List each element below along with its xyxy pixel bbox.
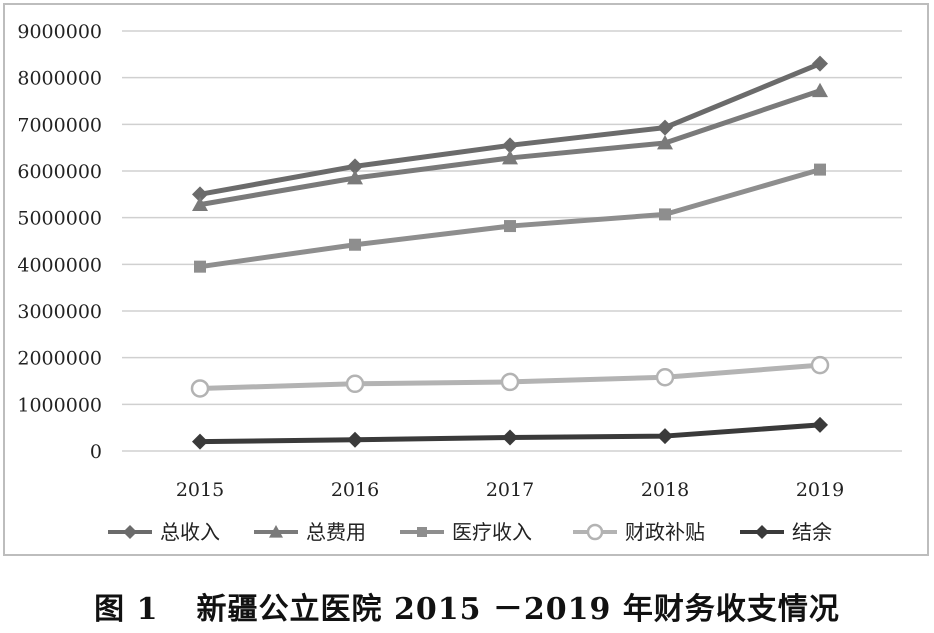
data-point: [347, 170, 363, 185]
line-chart: 0 1000000 2000000 3000000 4000000 5000000 6000…: [17, 21, 902, 544]
y-tick-label: 3000000: [17, 301, 102, 323]
figure-caption-text: 新疆公立医院 2015 －2019 年财务收支情况: [196, 592, 840, 627]
data-point: [502, 137, 518, 154]
data-point: [192, 196, 208, 211]
data-point: [417, 527, 427, 537]
data-point: [812, 416, 828, 433]
data-point: [814, 163, 826, 176]
legend-label: 总收入: [160, 520, 220, 544]
series-结余: [192, 416, 828, 450]
legend-item: 总费用: [254, 520, 366, 544]
x-tick-label: 2019: [796, 479, 844, 501]
data-point: [347, 158, 363, 175]
series-财政补贴: [190, 355, 830, 398]
legend-label: 财政补贴: [625, 520, 705, 544]
y-tick-label: 5000000: [17, 208, 102, 230]
series-总费用: [192, 82, 828, 211]
data-point: [504, 220, 516, 233]
data-point: [655, 368, 675, 387]
y-tick-label: 2000000: [17, 348, 102, 370]
data-point: [500, 372, 520, 392]
y-tick-label: 7000000: [17, 114, 102, 136]
data-point: [502, 429, 518, 446]
data-point: [812, 82, 828, 98]
data-point: [192, 186, 208, 203]
gridlines: [122, 30, 902, 452]
x-tick-label: 2018: [641, 479, 689, 501]
legend-label: 总费用: [306, 520, 366, 544]
legend-item: 财政补贴: [573, 520, 705, 544]
legend-label: 结余: [792, 520, 832, 544]
data-point: [812, 55, 828, 72]
data-point: [657, 119, 673, 136]
data-point: [192, 433, 208, 450]
series-总收入: [192, 55, 828, 203]
data-point: [190, 379, 210, 398]
legend-item: 总收入: [108, 520, 220, 544]
y-axis-ticks: 0 1000000 2000000 3000000 4000000 5000000 6000…: [17, 21, 102, 463]
legend: 总收入 总费用 医疗收入 财政补贴 结余: [108, 520, 832, 544]
data-point: [810, 355, 830, 375]
data-point: [349, 238, 361, 251]
y-tick-label: 4000000: [17, 254, 102, 276]
y-tick-label: 8000000: [17, 68, 102, 90]
series-医疗收入: [194, 163, 826, 273]
series-lines: [190, 55, 830, 450]
data-point: [347, 431, 363, 448]
data-point: [586, 523, 604, 541]
data-point: [657, 428, 673, 445]
y-tick-label: 1000000: [17, 394, 102, 416]
legend-item: 结余: [740, 520, 832, 544]
y-tick-label: 9000000: [17, 21, 102, 43]
series-line: [197, 61, 823, 197]
data-point: [345, 374, 365, 394]
legend-label: 医疗收入: [452, 520, 532, 544]
data-point: [755, 525, 769, 539]
data-point: [502, 149, 518, 165]
figure-number: 图 1: [94, 592, 159, 627]
data-point: [269, 525, 283, 538]
data-point: [659, 208, 671, 221]
y-tick-label: 0: [90, 441, 102, 463]
data-point: [123, 525, 137, 539]
y-tick-label: 6000000: [17, 161, 102, 183]
data-point: [194, 260, 206, 273]
x-tick-label: 2016: [331, 479, 379, 501]
legend-item: 医疗收入: [400, 520, 532, 544]
x-tick-label: 2015: [176, 479, 224, 501]
x-tick-label: 2017: [486, 479, 534, 501]
x-axis-ticks: 2015 2016 2017 2018 2019: [176, 479, 844, 501]
figure-caption: 图 1 新疆公立医院 2015 －2019 年财务收支情况: [0, 584, 934, 628]
chart-frame: [3, 3, 929, 556]
data-point: [657, 135, 673, 150]
